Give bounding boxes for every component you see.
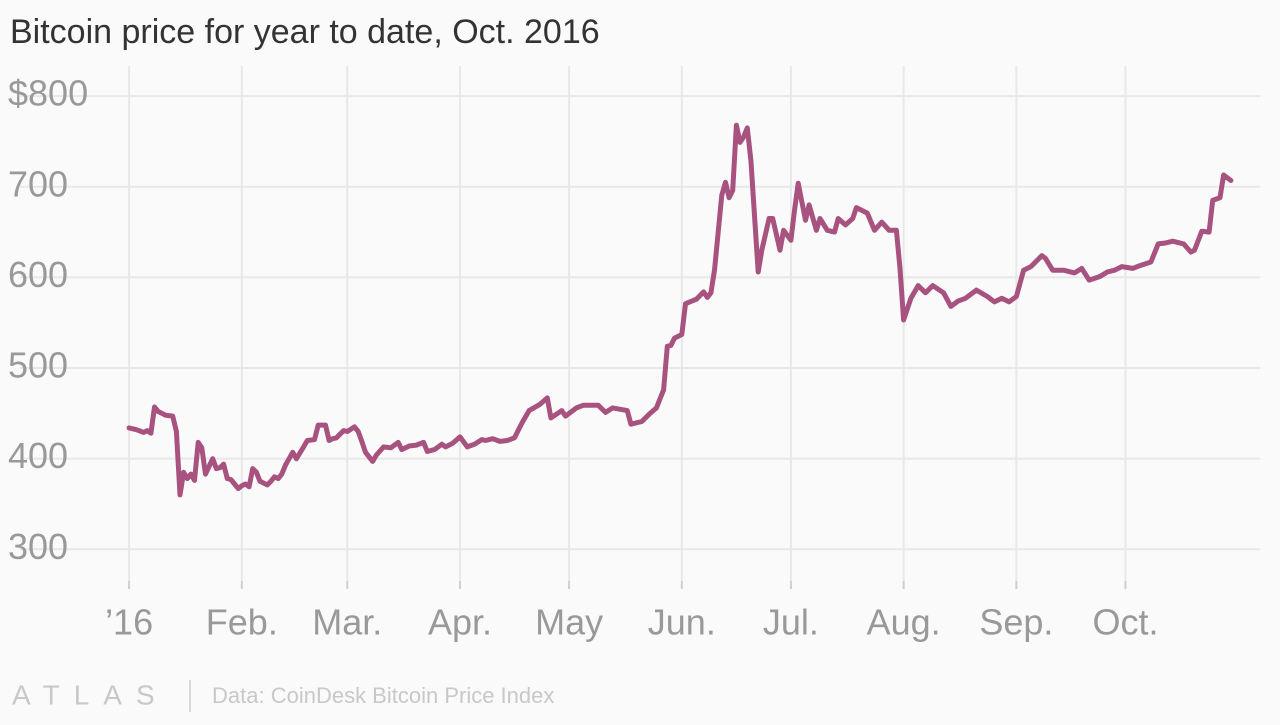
- x-tick-label: Sep.: [979, 602, 1053, 643]
- x-tick-label: Jun.: [648, 602, 716, 643]
- y-tick-label: 600: [8, 254, 68, 295]
- brand-logo: ATLAS: [12, 679, 169, 710]
- x-tick-label: Jul.: [763, 602, 819, 643]
- x-tick-label: May: [535, 602, 603, 643]
- y-tick-label: 300: [8, 526, 68, 567]
- price-line: [126, 122, 1234, 498]
- x-tick-label: ’16: [105, 602, 153, 643]
- x-tick-label: Aug.: [867, 602, 941, 643]
- x-tick-label: Oct.: [1092, 602, 1158, 643]
- chart-title: Bitcoin price for year to date, Oct. 201…: [10, 13, 600, 51]
- x-tick-label: Apr.: [428, 602, 492, 643]
- source-note: Data: CoinDesk Bitcoin Price Index: [212, 683, 554, 708]
- y-tick-label: 500: [8, 345, 68, 386]
- y-tick-label: 400: [8, 435, 68, 476]
- x-tick-label: Mar.: [312, 602, 382, 643]
- y-tick-label: 700: [8, 163, 68, 204]
- x-tick-label: Feb.: [206, 602, 278, 643]
- y-tick-label: $800: [8, 73, 88, 114]
